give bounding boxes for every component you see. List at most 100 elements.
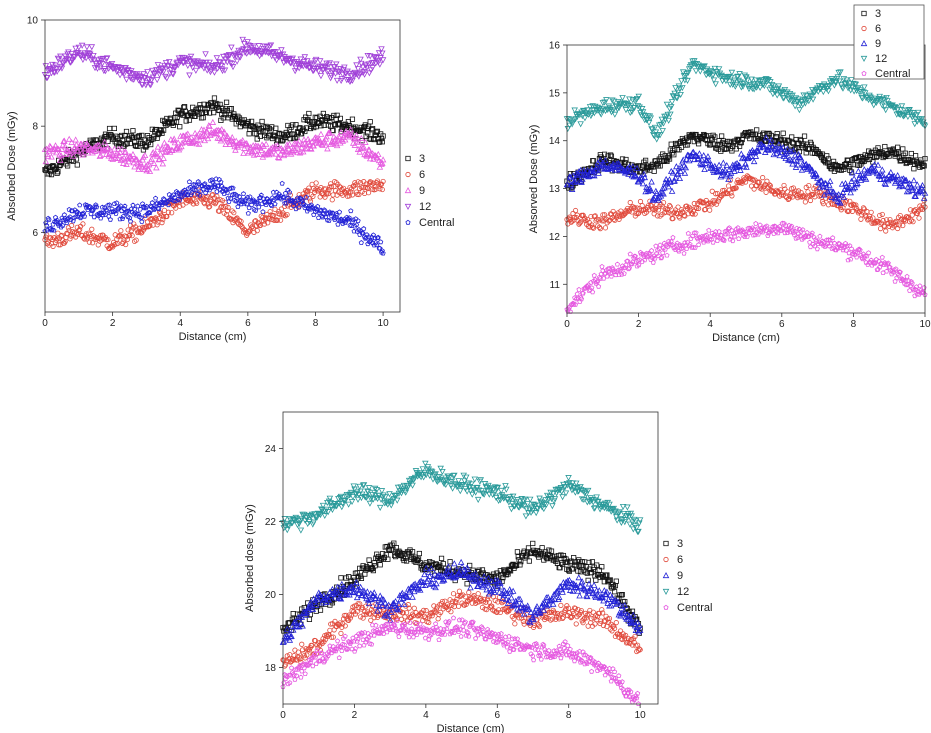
data-point <box>371 54 379 61</box>
legend-entry-label: Central <box>875 68 910 80</box>
data-point <box>684 77 691 84</box>
data-point <box>860 205 867 211</box>
data-point <box>326 218 332 223</box>
data-point <box>272 206 278 212</box>
data-point <box>815 82 823 90</box>
data-point <box>649 126 656 133</box>
data-point <box>360 143 368 150</box>
data-point <box>170 122 176 128</box>
y-tick-label: 16 <box>549 41 561 52</box>
data-point <box>58 65 66 72</box>
data-point <box>148 155 155 162</box>
data-point <box>738 139 744 146</box>
data-point <box>103 237 109 243</box>
data-point <box>69 152 77 159</box>
data-point <box>881 223 887 229</box>
data-point <box>638 106 646 113</box>
series-12-points <box>41 36 387 89</box>
data-point <box>695 141 702 147</box>
data-point <box>126 208 132 214</box>
data-point <box>708 69 715 76</box>
data-point <box>123 76 130 83</box>
data-point <box>278 147 286 154</box>
data-point <box>667 104 675 111</box>
data-point <box>303 189 310 195</box>
data-point <box>601 151 608 157</box>
data-point <box>589 171 596 178</box>
data-point <box>684 142 691 148</box>
data-point <box>57 156 64 163</box>
data-point <box>826 83 833 90</box>
data-point <box>337 139 344 146</box>
data-point <box>324 145 331 152</box>
data-point <box>115 145 122 152</box>
data-point <box>299 148 307 155</box>
data-point <box>308 62 316 69</box>
data-point <box>466 589 472 596</box>
data-point <box>323 60 330 67</box>
data-point <box>240 149 247 156</box>
data-point <box>840 193 848 200</box>
data-point <box>244 194 251 200</box>
data-point <box>184 130 192 137</box>
data-point <box>88 211 94 217</box>
data-point <box>232 137 240 144</box>
data-point <box>578 178 585 185</box>
data-point <box>317 73 325 80</box>
data-point <box>277 150 284 157</box>
data-point <box>373 55 380 62</box>
data-point <box>197 192 203 198</box>
data-point <box>164 143 171 150</box>
data-point <box>895 149 902 155</box>
data-point <box>681 250 687 256</box>
data-point <box>129 233 135 239</box>
data-point <box>200 115 206 121</box>
data-point <box>100 212 106 218</box>
data-point <box>600 212 606 218</box>
data-point <box>219 105 226 111</box>
data-point <box>139 156 146 163</box>
data-point <box>226 52 234 59</box>
data-point <box>618 208 624 214</box>
data-point <box>369 64 376 71</box>
data-point <box>723 161 731 169</box>
data-point <box>106 149 113 157</box>
data-point <box>376 61 384 68</box>
data-point <box>89 226 95 232</box>
data-point <box>294 201 300 207</box>
data-point <box>326 60 334 67</box>
data-point <box>789 139 796 146</box>
data-point <box>54 170 60 176</box>
data-point <box>678 163 685 170</box>
data-point <box>271 132 277 138</box>
data-point <box>81 213 88 219</box>
data-point <box>90 57 98 64</box>
data-point <box>791 103 799 110</box>
data-point <box>73 156 80 162</box>
data-point <box>609 97 616 104</box>
data-point <box>656 132 664 139</box>
data-point <box>169 210 175 216</box>
data-point <box>74 147 82 154</box>
data-point <box>339 137 347 144</box>
data-point <box>610 161 618 168</box>
data-point <box>290 122 296 128</box>
data-point <box>105 236 111 243</box>
data-point <box>140 165 148 173</box>
data-point <box>711 65 719 72</box>
data-point <box>119 216 126 221</box>
data-point <box>366 146 373 153</box>
data-point <box>736 235 742 241</box>
data-point <box>355 138 363 145</box>
data-point <box>622 107 630 114</box>
data-point <box>571 107 578 114</box>
data-point <box>705 157 713 164</box>
data-point <box>252 218 258 224</box>
data-point <box>119 208 125 214</box>
data-point <box>128 68 135 75</box>
data-point <box>200 126 208 133</box>
data-point <box>854 205 860 212</box>
data-point <box>349 192 356 198</box>
data-point <box>319 67 326 74</box>
